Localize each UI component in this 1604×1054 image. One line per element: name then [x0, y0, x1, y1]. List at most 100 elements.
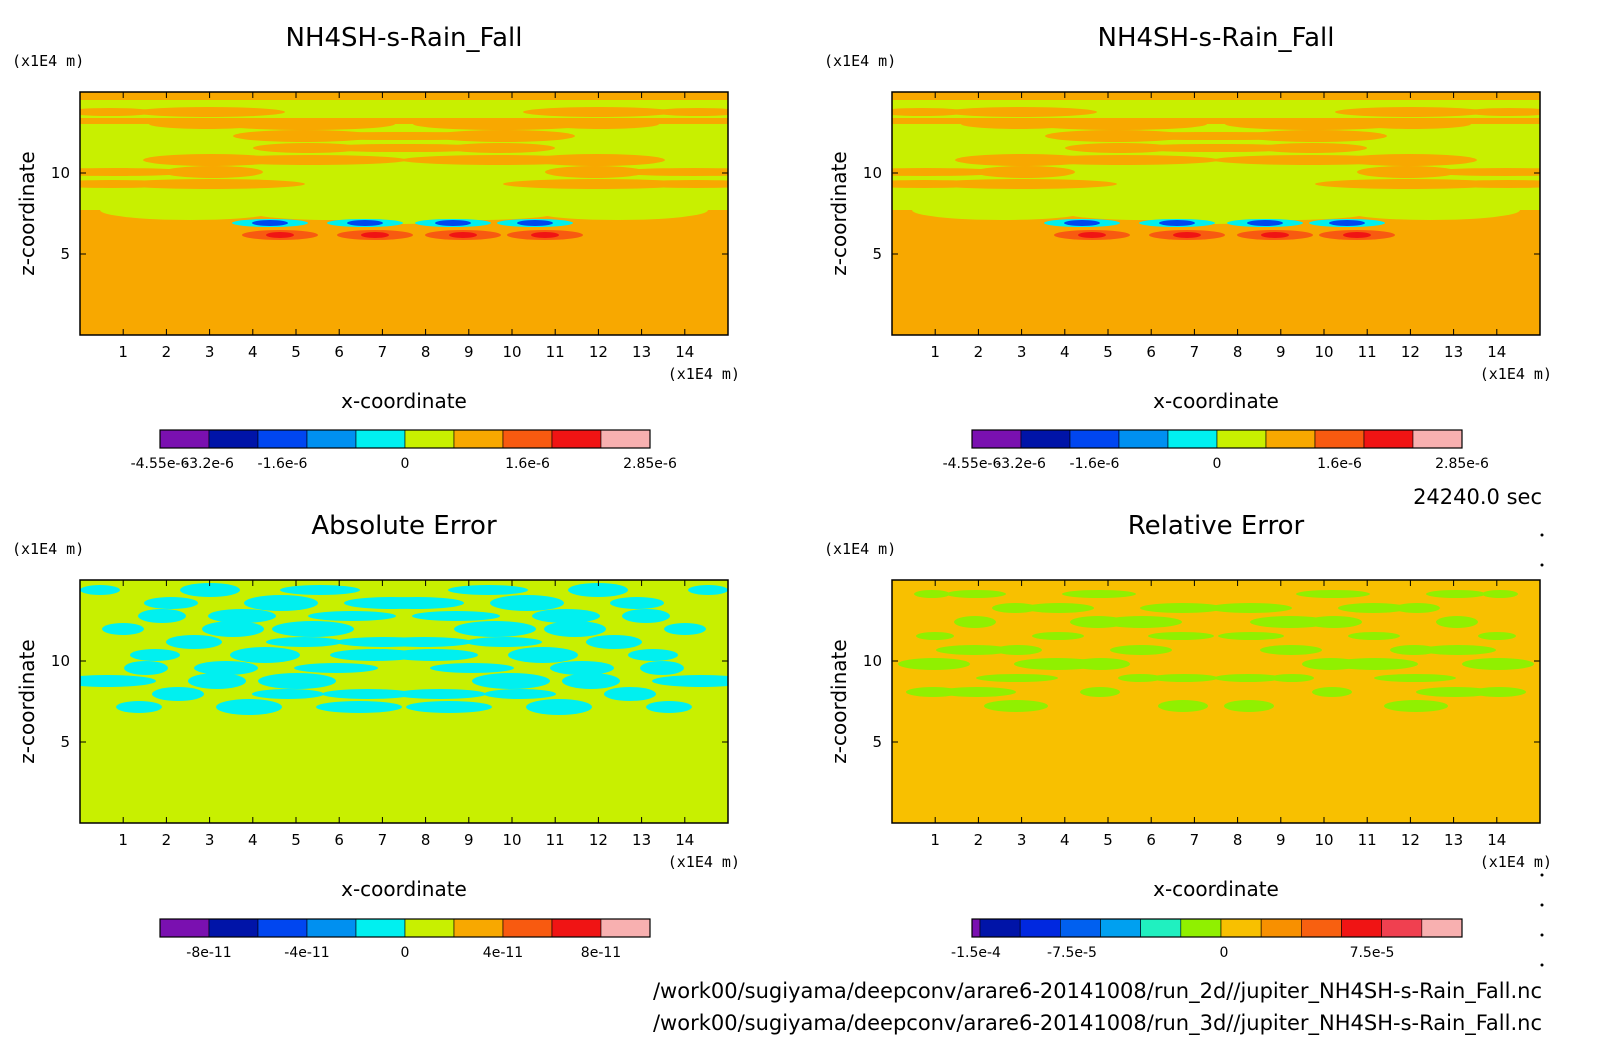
field-patch — [984, 700, 1048, 712]
colorbar-segment — [979, 918, 1021, 938]
x-tick-label: 10 — [502, 831, 521, 849]
field-patch — [80, 585, 120, 595]
panel-4: Relative Error(x1E4 m)1 2 3 4 5 6 7 8 9 10 11 12 13 1… — [824, 511, 1552, 961]
field-patch — [1329, 220, 1365, 226]
colorbar-tick-label: 0 — [401, 945, 410, 961]
field-patch — [508, 647, 578, 663]
colorbar-segment — [404, 429, 455, 449]
x-tick-label: 12 — [589, 831, 608, 849]
field-patch — [1348, 632, 1400, 640]
x-tick-label: 6 — [334, 343, 344, 361]
x-tick-label: 13 — [1444, 831, 1463, 849]
colorbar-tick-label: 0 — [1220, 945, 1229, 961]
field-patch — [316, 701, 402, 713]
colorbar-segment — [1060, 918, 1101, 938]
panel-title: Absolute Error — [311, 511, 497, 541]
field-patch — [955, 154, 1091, 166]
plot-area — [80, 580, 728, 823]
colorbar-segment — [306, 429, 357, 449]
x-tick-label: 10 — [1314, 343, 1333, 361]
y-tick-label: 10 — [51, 164, 70, 182]
field-band — [80, 92, 728, 100]
field-patch — [945, 107, 1097, 117]
field-patch — [976, 674, 1058, 682]
field-patch — [1384, 700, 1448, 712]
field-patch — [975, 166, 1075, 178]
field-patch — [1426, 590, 1486, 598]
field-patch — [272, 621, 354, 637]
y-unit-label: (x1E4 m) — [824, 540, 896, 558]
y-axis-label: z-coordinate — [15, 151, 39, 275]
field-patch — [253, 143, 363, 153]
field-patch — [688, 585, 728, 595]
field-patch — [454, 621, 536, 637]
field-patch — [646, 701, 692, 713]
x-tick-label: 6 — [1146, 831, 1156, 849]
x-tick-label: 2 — [162, 343, 172, 361]
field-patch — [503, 179, 691, 189]
field-band — [892, 92, 1540, 100]
y-unit-label: (x1E4 m) — [12, 52, 84, 70]
plot-frame — [79, 91, 729, 336]
x-tick-label: 9 — [464, 831, 474, 849]
field-patch — [528, 200, 708, 220]
field-patch — [610, 597, 664, 609]
field-patch — [652, 675, 728, 687]
x-tick-label: 8 — [1233, 831, 1243, 849]
panel-title: Relative Error — [1128, 511, 1305, 541]
colorbar-tick-label: -4.55e-6 — [943, 456, 1002, 472]
field-patch — [1261, 232, 1289, 238]
file-path-2d: /work00/sugiyama/deepconv/arare6-2014100… — [653, 979, 1542, 1004]
colorbar-tick-label: -4.55e-6 — [131, 456, 190, 472]
colorbar-segment — [502, 918, 553, 938]
field-patch — [163, 166, 263, 178]
field-patch — [124, 661, 168, 675]
field-patch — [484, 689, 556, 699]
field-patch — [1118, 674, 1162, 682]
colorbar-segment — [600, 429, 651, 449]
field-patch — [180, 583, 240, 597]
field-patch — [1394, 603, 1440, 613]
field-patch — [347, 220, 383, 226]
field-patch — [1357, 166, 1457, 178]
field-patch — [628, 649, 678, 661]
field-patch — [1224, 700, 1274, 712]
field-patch — [303, 132, 507, 140]
x-tick-label: 13 — [1444, 343, 1463, 361]
margin-dots — [1540, 533, 1544, 967]
x-tick-label: 13 — [632, 343, 651, 361]
colorbar-tick-label: 0 — [1213, 456, 1222, 472]
field-patch — [545, 166, 645, 178]
x-tick-label: 11 — [1358, 831, 1377, 849]
field-patch — [308, 611, 396, 621]
colorbar-segment — [1314, 429, 1365, 449]
x-tick-label: 1 — [118, 343, 128, 361]
field-patch — [143, 154, 279, 166]
x-tick-label: 7 — [1190, 343, 1200, 361]
colorbar-segment — [1020, 429, 1071, 449]
colorbar-segment — [1260, 918, 1302, 938]
x-tick-label: 3 — [1017, 343, 1027, 361]
colorbar-segment — [1019, 918, 1061, 938]
colorbar-segment — [551, 429, 602, 449]
field-patch — [1296, 590, 1370, 598]
x-tick-label: 1 — [930, 343, 940, 361]
field-patch — [1340, 200, 1520, 220]
y-tick-label: 10 — [863, 164, 882, 182]
colorbar-segment — [1100, 918, 1141, 938]
x-tick-label: 14 — [675, 831, 694, 849]
field-patch — [244, 595, 318, 611]
colorbar-segment — [306, 918, 357, 938]
x-tick-label: 5 — [1103, 831, 1113, 849]
field-patch — [376, 637, 472, 647]
colorbar-tick-label: 7.5e-5 — [1350, 945, 1395, 961]
field-patch — [1208, 603, 1292, 613]
colorbar-tick-label: -1.6e-6 — [258, 456, 308, 472]
x-tick-label: 1 — [118, 831, 128, 849]
field-patch — [445, 143, 555, 153]
field-patch — [568, 583, 628, 597]
field-patch — [1173, 232, 1201, 238]
x-tick-label: 3 — [1017, 831, 1027, 849]
y-unit-label: (x1E4 m) — [12, 540, 84, 558]
colorbar-segment — [453, 429, 504, 449]
